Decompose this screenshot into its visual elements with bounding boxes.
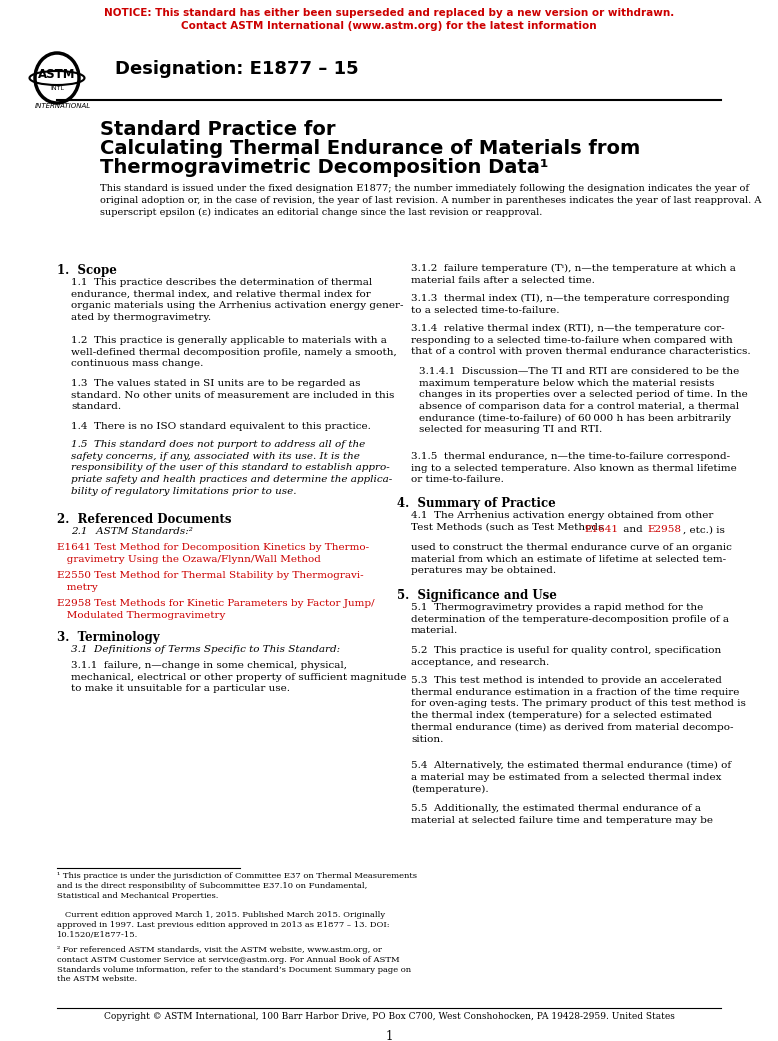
Text: ASTM: ASTM: [38, 69, 75, 81]
Text: Contact ASTM International (www.astm.org) for the latest information: Contact ASTM International (www.astm.org…: [181, 21, 597, 31]
Text: E2958 Test Methods for Kinetic Parameters by Factor Jump/
   Modulated Thermogra: E2958 Test Methods for Kinetic Parameter…: [57, 599, 375, 619]
Text: ¹ This practice is under the jurisdiction of Committee E37 on Thermal Measuremen: ¹ This practice is under the jurisdictio…: [57, 872, 417, 899]
Text: 4.1  The Arrhenius activation energy obtained from other
Test Methods (such as T: 4.1 The Arrhenius activation energy obta…: [411, 511, 713, 532]
Text: E1641 Test Method for Decomposition Kinetics by Thermo-
   gravimetry Using the : E1641 Test Method for Decomposition Kine…: [57, 543, 369, 563]
Text: 3.1.5  thermal endurance, n—the time-to-failure correspond-
ing to a selected te: 3.1.5 thermal endurance, n—the time-to-f…: [411, 452, 737, 484]
Text: used to construct the thermal endurance curve of an organic
material from which : used to construct the thermal endurance …: [411, 543, 732, 576]
Text: INTL: INTL: [50, 85, 64, 91]
Text: Copyright © ASTM International, 100 Barr Harbor Drive, PO Box C700, West Conshoh: Copyright © ASTM International, 100 Barr…: [103, 1012, 675, 1021]
Text: INTERNATIONAL: INTERNATIONAL: [35, 103, 91, 109]
Text: 3.  Terminology: 3. Terminology: [57, 631, 159, 644]
Text: 3.1.3  thermal index (TI), n—the temperature corresponding
to a selected time-to: 3.1.3 thermal index (TI), n—the temperat…: [411, 294, 730, 314]
Text: 5.  Significance and Use: 5. Significance and Use: [397, 589, 557, 602]
Text: 1.4  There is no ISO standard equivalent to this practice.: 1.4 There is no ISO standard equivalent …: [71, 422, 371, 431]
Text: 1.1  This practice describes the determination of thermal
endurance, thermal ind: 1.1 This practice describes the determin…: [71, 278, 404, 322]
Text: ² For referenced ASTM standards, visit the ASTM website, www.astm.org, or
contac: ² For referenced ASTM standards, visit t…: [57, 946, 411, 984]
Text: 5.4  Alternatively, the estimated thermal endurance (time) of
a material may be : 5.4 Alternatively, the estimated thermal…: [411, 761, 731, 793]
Text: 5.3  This test method is intended to provide an accelerated
thermal endurance es: 5.3 This test method is intended to prov…: [411, 676, 746, 743]
Text: Thermogravimetric Decomposition Data¹: Thermogravimetric Decomposition Data¹: [100, 158, 548, 177]
Text: NOTICE: This standard has either been superseded and replaced by a new version o: NOTICE: This standard has either been su…: [104, 8, 674, 18]
Text: 5.5  Additionally, the estimated thermal endurance of a
material at selected fai: 5.5 Additionally, the estimated thermal …: [411, 804, 713, 824]
Text: , etc.) is: , etc.) is: [683, 526, 725, 534]
Text: Designation: E1877 – 15: Designation: E1877 – 15: [115, 60, 359, 78]
Text: Calculating Thermal Endurance of Materials from: Calculating Thermal Endurance of Materia…: [100, 139, 640, 158]
Text: 1.5  This standard does not purport to address all of the
safety concerns, if an: 1.5 This standard does not purport to ad…: [71, 440, 392, 496]
Text: 3.1.4.1  Discussion—The TI and RTI are considered to be the
maximum temperature : 3.1.4.1 Discussion—The TI and RTI are co…: [419, 367, 748, 434]
Text: Standard Practice for: Standard Practice for: [100, 120, 335, 139]
Text: Current edition approved March 1, 2015. Published March 2015. Originally
approve: Current edition approved March 1, 2015. …: [57, 911, 390, 939]
Text: 3.1  Definitions of Terms Specific to This Standard:: 3.1 Definitions of Terms Specific to Thi…: [71, 645, 340, 654]
Text: 3.1.2  failure temperature (Tⁱ), n—the temperature at which a
material fails aft: 3.1.2 failure temperature (Tⁱ), n—the te…: [411, 264, 736, 285]
Text: 5.2  This practice is useful for quality control, specification
acceptance, and : 5.2 This practice is useful for quality …: [411, 646, 721, 666]
Text: 4.  Summary of Practice: 4. Summary of Practice: [397, 497, 555, 510]
Text: This standard is issued under the fixed designation E1877; the number immediatel: This standard is issued under the fixed …: [100, 184, 762, 217]
Text: 1.3  The values stated in SI units are to be regarded as
standard. No other unit: 1.3 The values stated in SI units are to…: [71, 379, 394, 411]
Text: and: and: [620, 526, 646, 534]
Text: 1.  Scope: 1. Scope: [57, 264, 117, 277]
Text: E2958: E2958: [647, 526, 681, 534]
Text: 3.1.1  failure, n—change in some chemical, physical,
mechanical, electrical or o: 3.1.1 failure, n—change in some chemical…: [71, 661, 406, 693]
Text: 2.  Referenced Documents: 2. Referenced Documents: [57, 513, 232, 526]
Text: 5.1  Thermogravimetry provides a rapid method for the
determination of the tempe: 5.1 Thermogravimetry provides a rapid me…: [411, 603, 729, 635]
Text: 3.1.4  relative thermal index (RTI), n—the temperature cor-
responding to a sele: 3.1.4 relative thermal index (RTI), n—th…: [411, 324, 751, 356]
Text: 2.1   ASTM Standards:²: 2.1 ASTM Standards:²: [71, 527, 193, 536]
Text: 1.2  This practice is generally applicable to materials with a
well-defined ther: 1.2 This practice is generally applicabl…: [71, 336, 397, 369]
Text: E1641: E1641: [584, 526, 618, 534]
Text: 1: 1: [385, 1030, 393, 1041]
Text: E2550 Test Method for Thermal Stability by Thermogravi-
   metry: E2550 Test Method for Thermal Stability …: [57, 572, 363, 591]
